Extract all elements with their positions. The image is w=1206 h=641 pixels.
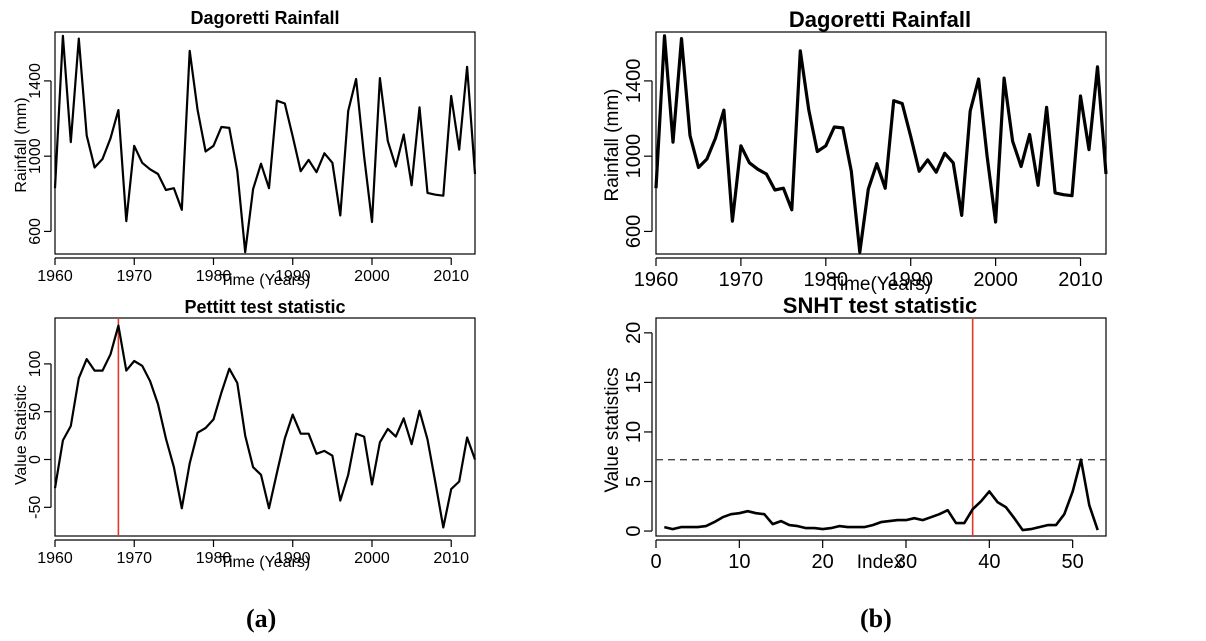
x-tick-label: 2010 <box>433 550 469 567</box>
x-tick-label: 1990 <box>275 268 311 285</box>
chart-title: Pettitt test statistic <box>184 297 345 317</box>
plot-frame <box>655 317 1107 537</box>
plot-frame <box>655 31 1107 255</box>
chart-title: Dagoretti Rainfall <box>190 8 339 28</box>
y-tick-label: 600 <box>623 215 645 248</box>
x-tick-label: 1970 <box>719 269 764 291</box>
panel-rainfall-a: Dagoretti Rainfall Time (Years) Rainfall… <box>13 8 477 289</box>
x-tick-label: 1980 <box>196 550 232 567</box>
x-tick-label: 40 <box>978 551 1000 573</box>
y-axis-label: Rainfall (mm) <box>602 89 623 202</box>
x-axis-label: Time (Years) <box>220 554 310 571</box>
x-tick-label: 1980 <box>196 268 232 285</box>
chart-title: Dagoretti Rainfall <box>789 7 971 32</box>
y-tick-label: 600 <box>27 218 44 245</box>
x-tick-label: 1990 <box>888 269 933 291</box>
x-tick-label: 30 <box>895 551 917 573</box>
series-line <box>663 458 1099 532</box>
y-tick-label: 10 <box>623 421 645 443</box>
x-tick-label: 1990 <box>275 550 311 567</box>
y-tick-label: 1000 <box>623 134 645 179</box>
x-tick-label: 1970 <box>116 268 152 285</box>
series-line <box>654 34 1108 254</box>
x-tick-label: 1970 <box>116 550 152 567</box>
x-tick-label: 1980 <box>804 269 849 291</box>
x-tick-label: 2000 <box>354 268 390 285</box>
chart-title: SNHT test statistic <box>783 293 977 318</box>
x-tick-label: 2000 <box>354 550 390 567</box>
series-line <box>53 324 477 529</box>
x-tick-label: 1960 <box>37 268 73 285</box>
x-tick-label: 2000 <box>973 269 1018 291</box>
caption-b: (b) <box>860 604 892 633</box>
x-tick-label: 0 <box>650 551 661 573</box>
x-axis-label: Time (Years) <box>220 272 310 289</box>
y-tick-label: 15 <box>623 371 645 393</box>
y-tick-label: 100 <box>27 350 44 377</box>
x-tick-label: 2010 <box>433 268 469 285</box>
x-tick-label: 1960 <box>37 550 73 567</box>
y-tick-label: 50 <box>27 403 44 421</box>
x-tick-label: 10 <box>728 551 750 573</box>
y-tick-label: 1400 <box>27 63 44 99</box>
plot-frame <box>54 31 476 255</box>
y-axis-label: Rainfall (mm) <box>13 97 30 192</box>
series-line <box>53 34 477 254</box>
x-tick-label: 20 <box>812 551 834 573</box>
plot-frame <box>54 317 476 537</box>
x-axis-label: Index <box>857 552 904 573</box>
x-axis-label: Time(Years) <box>829 274 931 295</box>
caption-a: (a) <box>246 604 277 633</box>
y-tick-label: 0 <box>623 525 645 536</box>
panel-pettitt: Pettitt test statistic Time (Years) Valu… <box>13 297 477 571</box>
x-tick-label: 2010 <box>1058 269 1103 291</box>
x-tick-label: 50 <box>1062 551 1084 573</box>
y-tick-label: 5 <box>623 476 645 487</box>
y-axis-label: Value Statistic <box>13 385 30 485</box>
panel-snht: SNHT test statistic Index Value statisti… <box>602 293 1107 573</box>
y-tick-label: 1400 <box>623 59 645 104</box>
y-tick-label: 0 <box>27 455 44 464</box>
x-tick-label: 1960 <box>634 269 679 291</box>
y-axis-label: Value statistics <box>602 367 623 492</box>
y-tick-label: -50 <box>27 496 44 519</box>
panel-rainfall-b: Dagoretti Rainfall Time(Years) Rainfall … <box>602 7 1108 295</box>
y-tick-label: 20 <box>623 322 645 344</box>
y-tick-label: 1000 <box>27 138 44 174</box>
